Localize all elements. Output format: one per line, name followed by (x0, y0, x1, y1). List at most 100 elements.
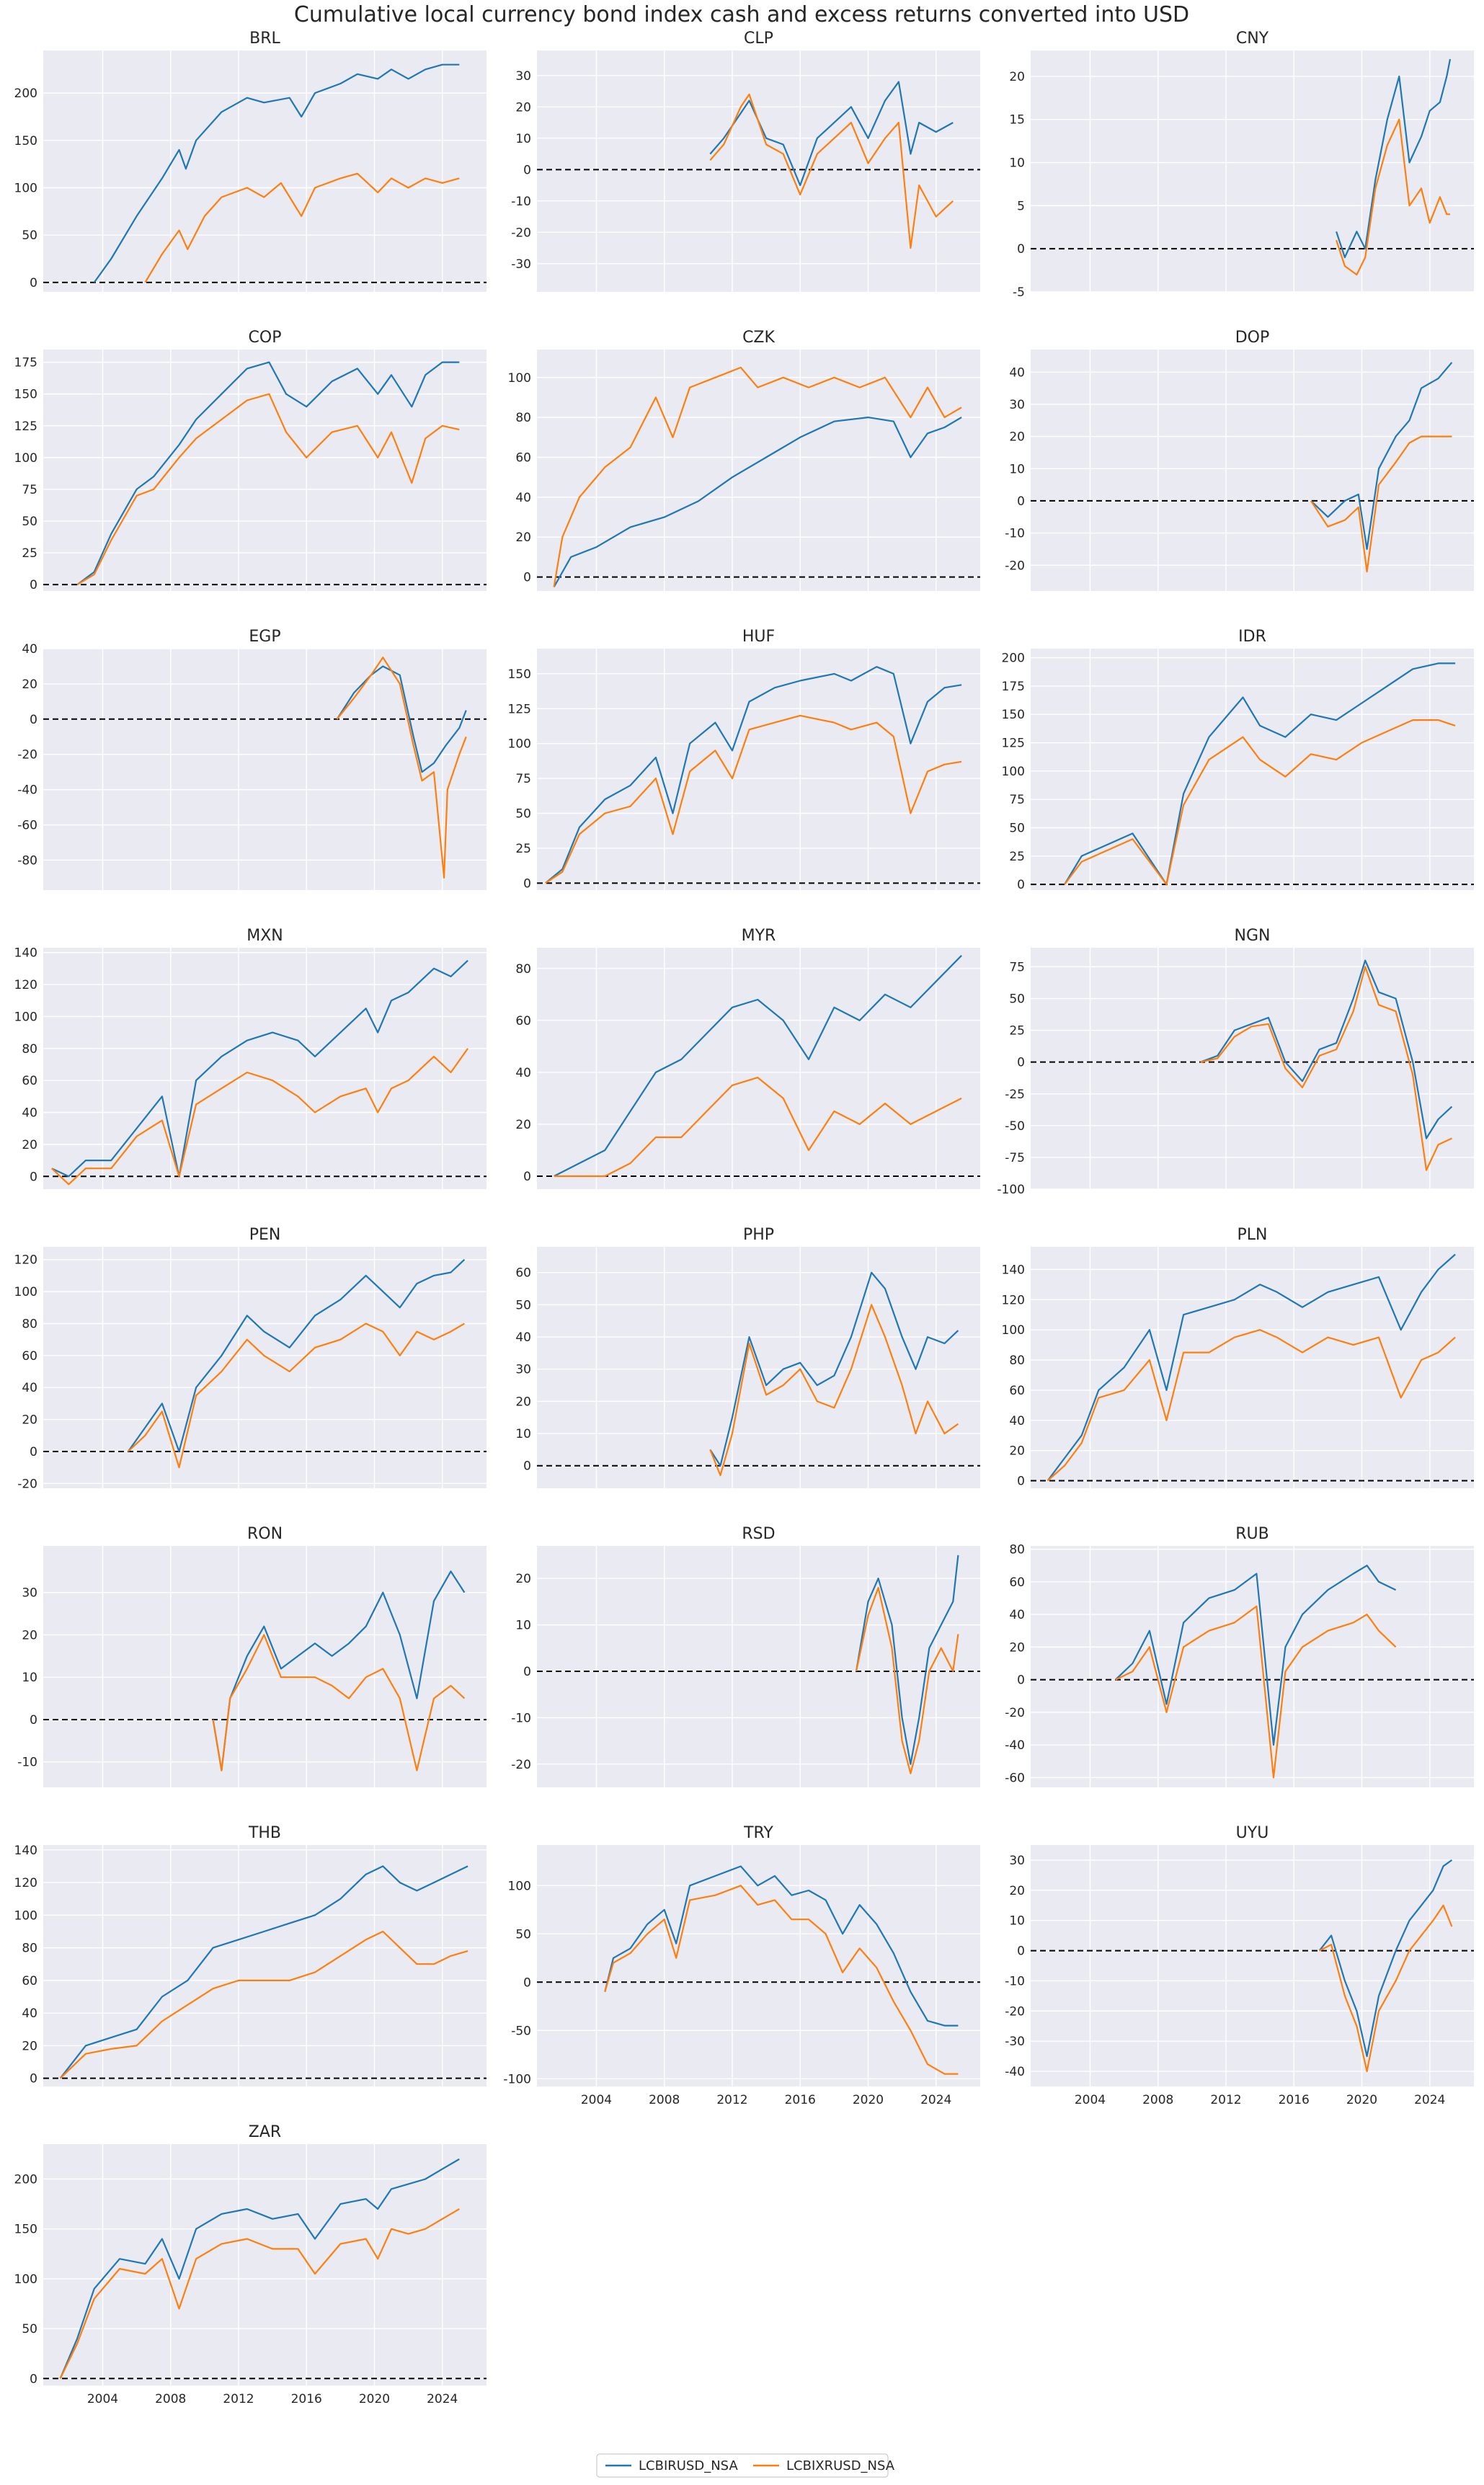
panel-background (1031, 350, 1474, 591)
y-tick-label: 20 (22, 1138, 37, 1152)
y-tick-label: 50 (22, 515, 37, 529)
y-tick-label: 25 (515, 842, 531, 856)
panels-container: 050100150200BRL-30-20-100102030CLP-50510… (14, 30, 1474, 2406)
panel-background (43, 1247, 486, 1488)
y-tick-label: 80 (1009, 1543, 1025, 1557)
y-tick-label: 30 (1009, 398, 1025, 412)
panel-background (1031, 649, 1474, 890)
x-tick-label: 2016 (1279, 2093, 1310, 2107)
y-tick-label: 20 (515, 1395, 531, 1409)
x-tick-label: 2024 (1414, 2093, 1445, 2107)
series-line-lcbixrusd_nsa (144, 172, 460, 283)
series-line-lcbirusd_nsa (76, 361, 460, 586)
panel-brl: 0 50 100 150 200 BRL (14, 30, 486, 292)
y-tick-label: 100 (1002, 765, 1025, 779)
y-tick-label: 200 (1002, 652, 1025, 666)
panel-uyu: -40 -30 -20 -10 0 10 20 30 UYU 2004 2008 2012 2016 20… (1005, 1824, 1474, 2107)
y-tick-label: 100 (14, 181, 37, 195)
series-line-lcbirusd_nsa (554, 955, 962, 1177)
y-tick-label: 20 (1009, 70, 1025, 84)
x-tick-label: 2024 (427, 2392, 458, 2406)
panel-mxn: 0 20 40 60 80 100 120 140 MXN (14, 927, 486, 1189)
figure-title: Cumulative local currency bond index cas… (294, 2, 1189, 27)
y-tick-label: 75 (1009, 793, 1025, 807)
y-tick-label: 60 (22, 1974, 37, 1988)
series-line-lcbixrusd_nsa (59, 1930, 468, 2079)
panel-title: RON (247, 1525, 283, 1543)
series-line-lcbixrusd_nsa (212, 1634, 466, 1771)
y-tick-label: 25 (1009, 1024, 1025, 1039)
y-tick-label: -5 (1013, 285, 1025, 300)
y-tick-label: 125 (14, 419, 37, 434)
x-tick-label: 2004 (1075, 2093, 1106, 2107)
y-tick-label: 15 (1009, 113, 1025, 128)
y-tick-label: -10 (17, 1756, 37, 1770)
y-tick-label: 175 (14, 356, 37, 370)
panel-title: PLN (1238, 1226, 1268, 1244)
legend-label: LCBIRUSD_NSA (639, 2458, 738, 2473)
y-tick-label: 40 (1009, 1608, 1025, 1622)
y-tick-label: 0 (1017, 878, 1025, 892)
series-line-lcbirusd_nsa (855, 1555, 959, 1765)
series-line-lcbixrusd_nsa (59, 2208, 460, 2379)
y-tick-label: 0 (523, 1665, 531, 1679)
y-tick-label: 125 (508, 702, 531, 716)
y-tick-label: -40 (1005, 1738, 1025, 1753)
panel-background (1031, 1546, 1474, 1787)
y-tick-label: 25 (22, 546, 37, 561)
panel-try: -100 -50 0 50 100 TRY 2004 2008 2012 2016 2020 2024 (503, 1824, 980, 2107)
panel-title: UYU (1236, 1824, 1269, 1842)
panel-title: MXN (246, 927, 283, 945)
y-tick-label: 0 (1017, 242, 1025, 257)
series-line-lcbirusd_nsa (59, 1865, 468, 2079)
series-line-lcbirusd_nsa (1336, 58, 1452, 259)
y-tick-label: 20 (22, 1628, 37, 1642)
series-line-lcbixrusd_nsa (1115, 1605, 1397, 1779)
y-tick-label: -50 (511, 2024, 531, 2038)
y-tick-label: 40 (22, 642, 37, 657)
y-tick-label: 150 (14, 2223, 37, 2237)
y-tick-label: 50 (22, 2322, 37, 2337)
y-tick-label: 40 (22, 1381, 37, 1395)
y-tick-label: 140 (14, 946, 37, 961)
x-tick-label: 2012 (716, 2093, 747, 2107)
y-tick-label: 20 (515, 100, 531, 115)
y-tick-label: -10 (511, 195, 531, 209)
y-tick-label: 0 (30, 713, 37, 727)
y-tick-label: 150 (14, 134, 37, 148)
y-tick-label: 100 (14, 1285, 37, 1299)
series-line-lcbixrusd_nsa (1047, 1329, 1456, 1482)
y-tick-label: 40 (1009, 365, 1025, 380)
y-tick-label: 40 (515, 491, 531, 505)
series-line-lcbixrusd_nsa (545, 714, 962, 884)
y-tick-label: 100 (1002, 1323, 1025, 1338)
y-tick-label: 80 (515, 962, 531, 977)
y-tick-label: 75 (22, 483, 37, 497)
y-tick-label: 80 (22, 1942, 37, 1956)
panel-idr: 0 25 50 75 100 125 150 175 200 IDR (1002, 628, 1474, 892)
series-line-lcbirusd_nsa (1318, 1859, 1453, 2058)
y-tick-label: 30 (515, 1363, 531, 1377)
y-tick-label: 100 (14, 2272, 37, 2287)
y-tick-label: 0 (30, 276, 37, 290)
panel-background (537, 1845, 980, 2086)
y-tick-label: 140 (1002, 1263, 1025, 1277)
y-tick-label: 10 (1009, 1914, 1025, 1929)
panel-title: MYR (742, 927, 776, 945)
series-line-lcbirusd_nsa (1115, 1565, 1397, 1746)
series-line-lcbirusd_nsa (1047, 1253, 1456, 1482)
y-tick-label: 100 (14, 451, 37, 466)
series-line-lcbixrusd_nsa (1310, 435, 1452, 573)
panel-title: BRL (249, 30, 280, 48)
y-tick-label: 0 (523, 1170, 531, 1184)
y-tick-label: 0 (523, 876, 531, 891)
series-line-lcbixrusd_nsa (128, 1322, 465, 1469)
panel-pln: 0 20 40 60 80 100 120 140 PLN (1002, 1226, 1474, 1489)
y-tick-label: 60 (515, 1266, 531, 1281)
y-tick-label: -20 (511, 1758, 531, 1772)
y-tick-label: 150 (1002, 708, 1025, 722)
y-tick-label: 50 (22, 228, 37, 243)
y-tick-label: 20 (22, 2039, 37, 2053)
y-tick-label: 50 (515, 1927, 531, 1942)
panel-dop: -20 -10 0 10 20 30 40 DOP (1005, 329, 1474, 591)
